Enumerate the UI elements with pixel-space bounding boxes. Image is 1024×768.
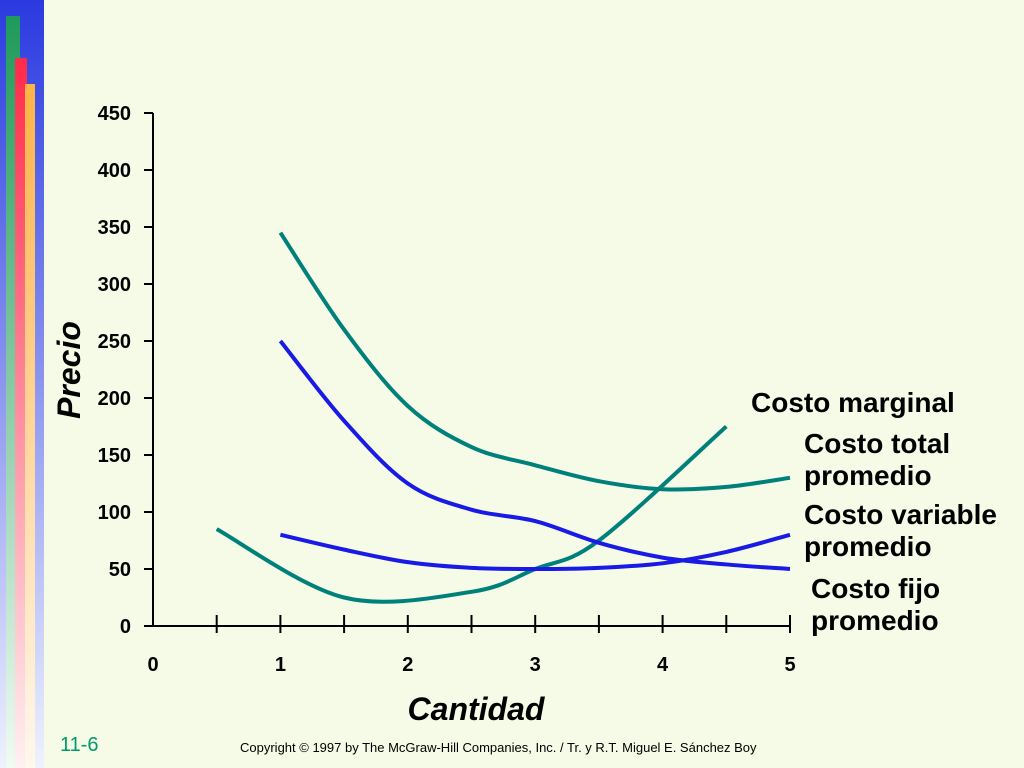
y-tick-label: 50 [109, 559, 131, 581]
y-axis-title: Precio [51, 321, 87, 419]
series-label-costo-marginal: Costo marginal [751, 387, 955, 418]
y-tick-label: 350 [98, 217, 131, 239]
copyright-notice: Copyright © 1997 by The McGraw-Hill Comp… [240, 740, 757, 755]
slide-number: 11-6 [60, 734, 99, 756]
x-tick-label: 1 [275, 654, 286, 676]
x-axis-title: Cantidad [408, 691, 546, 727]
series-label-costo-fijo-promedio: Costo fijo promedio [811, 573, 940, 636]
series-label-costo-variable-promedio: Costo variable promedio [804, 499, 997, 562]
y-tick-label: 150 [98, 445, 131, 467]
x-axis-ticks: 0 1 2 3 4 5 [147, 615, 796, 676]
series-label-costo-total-promedio: Costo total promedio [804, 428, 950, 491]
series-line-costo-marginal [215, 425, 728, 604]
series-line-costo-variable-promedio [279, 532, 791, 571]
y-tick-label: 300 [98, 274, 131, 296]
y-tick-label: 400 [98, 160, 131, 182]
y-axis-ticks: 0 50 100 150 200 250 300 350 400 450 [98, 103, 153, 638]
series-line-costo-fijo-promedio [278, 339, 791, 571]
y-tick-label: 450 [98, 103, 131, 125]
x-tick-label: 2 [402, 654, 413, 676]
x-tick-label: 0 [147, 654, 158, 676]
x-tick-label: 3 [530, 654, 541, 676]
x-tick-label: 4 [657, 654, 669, 676]
slide-decoration-bar [0, 0, 44, 768]
y-tick-label: 0 [120, 616, 131, 638]
series-line-costo-total-promedio [278, 231, 791, 492]
series-labels: Costo marginal Costo total promedio Costo v… [751, 387, 997, 636]
x-tick-label: 5 [784, 654, 795, 676]
y-tick-label: 100 [98, 502, 131, 524]
series-lines [215, 231, 791, 604]
y-tick-label: 200 [98, 388, 131, 410]
y-tick-label: 250 [98, 331, 131, 353]
